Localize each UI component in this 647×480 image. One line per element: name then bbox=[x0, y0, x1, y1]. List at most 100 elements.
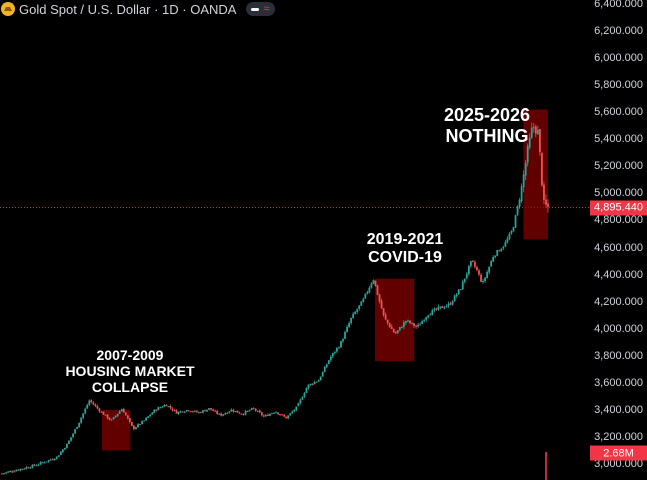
candle-body bbox=[354, 311, 357, 315]
candle-body bbox=[396, 330, 399, 333]
candle-body bbox=[484, 277, 486, 281]
candle-body bbox=[496, 250, 499, 256]
candle-body bbox=[469, 260, 472, 267]
y-tick-label: 5,400.000 bbox=[594, 133, 643, 146]
candle-body bbox=[258, 410, 261, 413]
chart-header: Gold Spot / U.S. Dollar · 1D · OANDA ≈ bbox=[0, 0, 275, 18]
candle-body bbox=[118, 411, 121, 414]
candle-body bbox=[47, 459, 50, 462]
y-tick-label: 6,400.000 bbox=[594, 0, 643, 10]
candle-body bbox=[413, 323, 415, 327]
annotation-line: 2007-2009 bbox=[96, 347, 164, 363]
candle-body bbox=[212, 409, 214, 411]
candle-body bbox=[488, 266, 491, 273]
candle-body bbox=[17, 469, 20, 471]
candle-body bbox=[512, 227, 515, 232]
y-tick-label: 5,600.000 bbox=[594, 106, 643, 119]
candle-body bbox=[490, 261, 493, 267]
candle-body bbox=[157, 407, 160, 411]
annotation-line: NOTHING bbox=[445, 125, 529, 146]
candle-body bbox=[110, 419, 113, 421]
candle-body bbox=[102, 411, 105, 415]
annotation-line: COLLAPSE bbox=[91, 379, 169, 396]
candle-body bbox=[376, 285, 379, 295]
candle-body bbox=[362, 298, 365, 303]
candle-body bbox=[350, 317, 353, 324]
candle-body bbox=[256, 410, 259, 412]
candle-body bbox=[409, 320, 411, 324]
candle-body bbox=[384, 314, 387, 320]
candle-body bbox=[25, 467, 28, 469]
candle-body bbox=[135, 427, 137, 430]
candle-body bbox=[171, 408, 174, 411]
candle-body bbox=[329, 356, 332, 361]
candle-body bbox=[145, 417, 148, 421]
candle-body bbox=[516, 206, 519, 215]
candle-body bbox=[532, 127, 535, 129]
y-tick-label: 4,200.000 bbox=[594, 295, 643, 308]
candle-body bbox=[313, 382, 316, 385]
candle-body bbox=[451, 301, 454, 305]
candle-body bbox=[5, 472, 7, 474]
candle-body bbox=[504, 242, 507, 247]
candle-body bbox=[273, 412, 275, 414]
gold-bar-icon bbox=[1, 2, 15, 16]
candle-body bbox=[311, 383, 314, 385]
annotation-label: 2025-2026 NOTHING bbox=[444, 105, 530, 146]
candle-body bbox=[358, 305, 361, 309]
candle-body bbox=[301, 397, 304, 400]
candle-body bbox=[372, 280, 375, 284]
candle-body bbox=[374, 280, 377, 287]
candle-body bbox=[39, 462, 42, 465]
candle-body bbox=[423, 320, 426, 322]
status-pill[interactable]: ≈ bbox=[246, 2, 275, 16]
candle-body bbox=[331, 352, 334, 357]
candle-body bbox=[360, 301, 363, 306]
candle-body bbox=[431, 310, 434, 316]
candle-body bbox=[421, 321, 424, 324]
y-tick-label: 4,000.000 bbox=[594, 322, 643, 335]
candle-body bbox=[238, 412, 241, 414]
candle-body bbox=[415, 325, 417, 327]
candle-body bbox=[68, 440, 70, 445]
candle-body bbox=[169, 406, 172, 409]
candle-body bbox=[333, 352, 336, 354]
candle-body bbox=[541, 152, 543, 186]
candle-body bbox=[94, 404, 97, 406]
candle-body bbox=[224, 413, 227, 415]
candle-body bbox=[106, 414, 109, 419]
candle-body bbox=[173, 410, 176, 412]
candle-body bbox=[232, 409, 235, 412]
candle-body bbox=[352, 313, 355, 318]
candle-body bbox=[114, 415, 117, 418]
candle-body bbox=[411, 322, 413, 324]
candle-body bbox=[112, 417, 115, 420]
candle-body bbox=[141, 420, 143, 425]
candle-body bbox=[183, 411, 186, 413]
candle-body bbox=[21, 468, 24, 470]
candle-body bbox=[189, 411, 192, 413]
candle-body bbox=[494, 255, 497, 258]
candle-body bbox=[226, 412, 229, 414]
candle-body bbox=[159, 407, 162, 409]
y-tick-label: 3,400.000 bbox=[594, 403, 643, 416]
candle-body bbox=[151, 412, 154, 415]
candle-body bbox=[137, 424, 139, 428]
candle-body bbox=[155, 409, 158, 411]
candle-body bbox=[342, 339, 344, 342]
annotation-label: 2019-2021 COVID-19 bbox=[367, 231, 444, 268]
candle-body bbox=[3, 473, 5, 475]
chart-title: Gold Spot / U.S. Dollar · 1D · OANDA bbox=[19, 1, 237, 17]
candle-body bbox=[285, 416, 288, 419]
candle-body bbox=[43, 462, 46, 464]
candle-body bbox=[457, 289, 460, 294]
annotation-label: 2007-2009 HOUSING MARKET COLLAPSE bbox=[65, 347, 194, 395]
candle-body bbox=[214, 410, 217, 412]
candle-body bbox=[392, 328, 395, 333]
candle-body bbox=[545, 199, 547, 205]
candle-body bbox=[252, 408, 255, 410]
candle-body bbox=[419, 324, 422, 326]
candle-body bbox=[181, 411, 184, 413]
candle-body bbox=[143, 420, 145, 422]
